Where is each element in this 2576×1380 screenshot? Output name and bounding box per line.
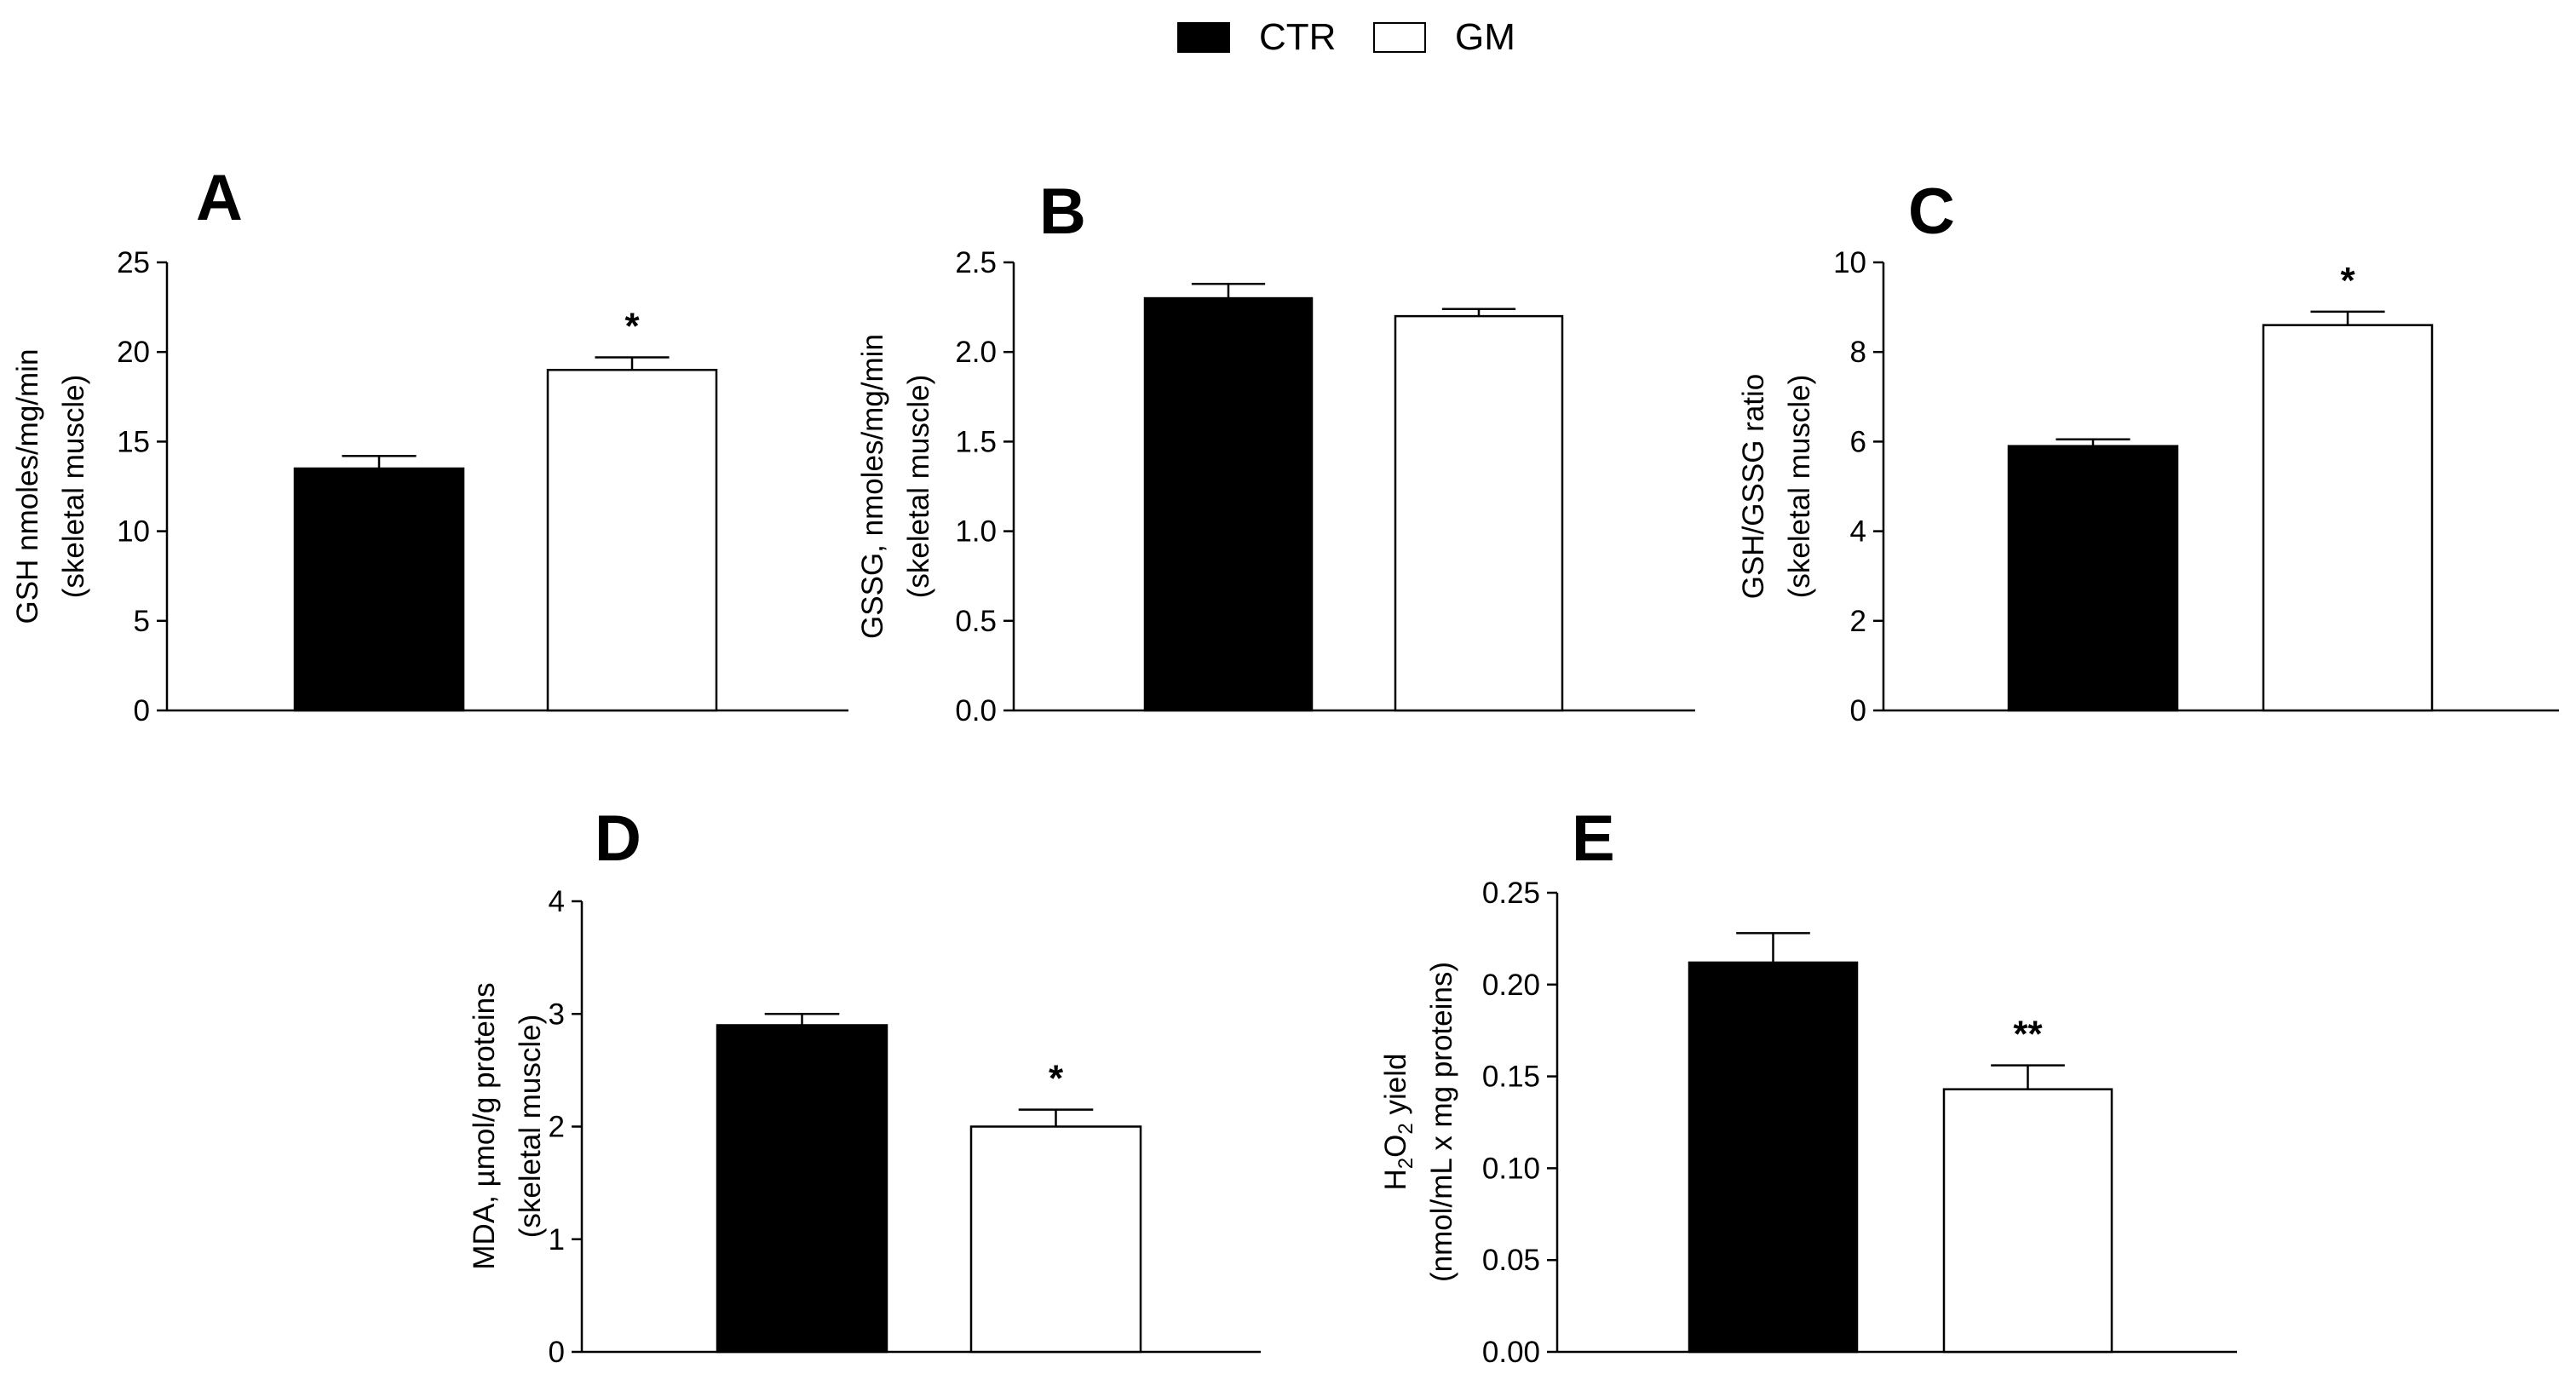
y-axis-label: MDA, µmol/g proteins bbox=[468, 982, 501, 1269]
bar-gm bbox=[1942, 1088, 2113, 1354]
y-tick-label: 0.20 bbox=[1482, 969, 1540, 1002]
bar-ctr bbox=[2007, 445, 2179, 712]
panel-letter: E bbox=[1572, 802, 1615, 875]
y-tick-label: 1 bbox=[549, 1223, 565, 1256]
y-axis-label: (skeletal muscle) bbox=[1783, 375, 1816, 599]
y-axis-label: H2O2 yield bbox=[1379, 1054, 1417, 1191]
y-tick-label: 2.0 bbox=[955, 336, 997, 369]
bar-ctr bbox=[1143, 296, 1314, 712]
y-axis-label: GSSG, nmoles/mg/min bbox=[856, 334, 889, 639]
y-tick-label: 15 bbox=[117, 425, 150, 458]
bar-gm bbox=[2262, 324, 2434, 712]
bar-ctr bbox=[293, 467, 465, 712]
bar-gm bbox=[969, 1125, 1142, 1354]
y-axis-label: GSH/GSSG ratio bbox=[1737, 374, 1770, 600]
y-tick-label: 6 bbox=[1850, 425, 1866, 458]
legend-swatch-ctr bbox=[1177, 22, 1230, 53]
panel-a: A 0 5 10 15 20 25 GSH nmoles/mg/min (skeletal mu… bbox=[11, 162, 848, 727]
y-tick-label: 0.0 bbox=[955, 694, 997, 727]
y-tick-label: 0 bbox=[549, 1336, 565, 1369]
panel-e: E 0.00 0.05 0.10 0.15 0.20 0.25 H2O2 yield (nmol… bbox=[1379, 802, 2237, 1369]
y-axis-label: (nmol/mL x mg proteins) bbox=[1425, 962, 1458, 1282]
y-tick-label: 25 bbox=[117, 246, 150, 279]
y-tick-label: 0.25 bbox=[1482, 877, 1540, 910]
legend-swatch-gm bbox=[1373, 22, 1426, 53]
y-tick-label: 1.5 bbox=[955, 425, 997, 458]
y-tick-label: 0 bbox=[1850, 694, 1866, 727]
significance-marker: * bbox=[1049, 1058, 1064, 1100]
y-tick-label: 2.5 bbox=[955, 246, 997, 279]
y-tick-label: 0.10 bbox=[1482, 1152, 1540, 1185]
y-tick-label: 4 bbox=[1850, 515, 1866, 549]
panel-letter: C bbox=[1908, 175, 1955, 248]
significance-marker: * bbox=[2340, 260, 2355, 302]
significance-marker: ** bbox=[2013, 1014, 2043, 1055]
y-axis-label: (skeletal muscle) bbox=[902, 375, 935, 599]
y-tick-label: 0.5 bbox=[955, 605, 997, 638]
y-tick-label: 2 bbox=[1850, 605, 1866, 638]
y-tick-label: 0 bbox=[134, 694, 150, 727]
panel-d: D 0 1 2 3 4 MDA, µmol/g proteins (skeletal musc… bbox=[468, 802, 1261, 1369]
y-tick-label: 0.00 bbox=[1482, 1336, 1540, 1369]
significance-marker: * bbox=[624, 306, 640, 348]
panel-letter: B bbox=[1039, 175, 1086, 248]
panel-c: C 0 2 4 6 8 10 GSH/GSSG ratio (skeletal muscle) * bbox=[1737, 175, 2559, 727]
bar-gm bbox=[546, 368, 718, 712]
y-tick-label: 0.05 bbox=[1482, 1244, 1540, 1277]
legend-label-gm: GM bbox=[1455, 16, 1515, 58]
bar-gm bbox=[1394, 314, 1564, 712]
y-tick-label: 10 bbox=[117, 515, 150, 549]
legend-label-ctr: CTR bbox=[1259, 16, 1336, 58]
bar-ctr bbox=[716, 1024, 888, 1354]
panel-letter: D bbox=[595, 802, 641, 875]
y-tick-label: 2 bbox=[549, 1111, 565, 1144]
y-axis-label: (skeletal muscle) bbox=[514, 1015, 547, 1239]
y-tick-label: 4 bbox=[549, 885, 565, 918]
y-tick-label: 1.0 bbox=[955, 515, 997, 549]
legend: CTR GM bbox=[1177, 16, 1515, 58]
panel-b: B 0.0 0.5 1.0 1.5 2.0 2.5 GSSG, nmoles/mg/min (s… bbox=[856, 175, 1695, 727]
y-tick-label: 10 bbox=[1833, 246, 1866, 279]
y-tick-label: 20 bbox=[117, 336, 150, 369]
y-axis-label: GSH nmoles/mg/min bbox=[11, 349, 44, 624]
y-axis-label: (skeletal muscle) bbox=[57, 375, 90, 599]
bar-ctr bbox=[1688, 961, 1859, 1354]
y-tick-label: 0.15 bbox=[1482, 1061, 1540, 1094]
y-tick-label: 8 bbox=[1850, 336, 1866, 369]
y-tick-label: 5 bbox=[134, 605, 150, 638]
y-tick-label: 3 bbox=[549, 998, 565, 1031]
panel-letter: A bbox=[196, 162, 243, 234]
